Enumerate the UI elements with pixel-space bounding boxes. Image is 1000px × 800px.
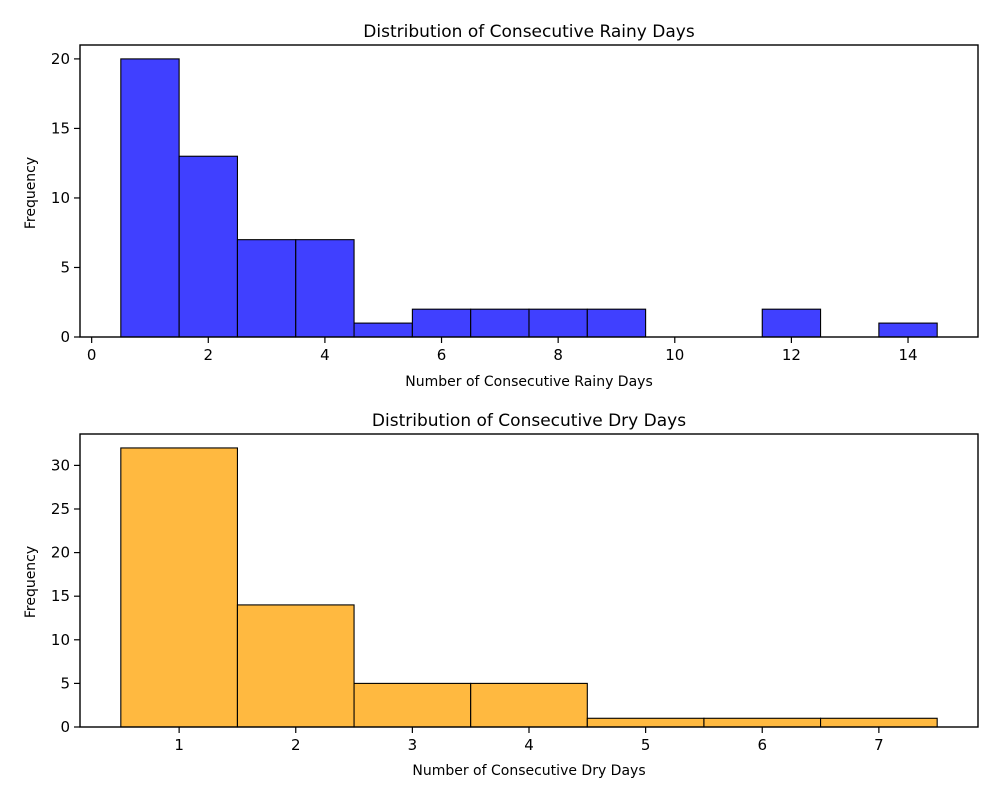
rainy-bar <box>411 308 472 338</box>
rainy-y-tick-label: 15 <box>51 119 70 137</box>
rainy-ticks: 0 2 4 6 8 10 12 14 0 5 10 15 20 <box>51 50 918 364</box>
rainy-bar <box>586 308 647 338</box>
rainy-x-tick-label: 4 <box>320 346 330 364</box>
rainy-bar <box>353 322 413 338</box>
dry-bar <box>353 682 472 728</box>
rainy-bar <box>178 155 238 338</box>
rainy-x-tick-label: 8 <box>553 346 563 364</box>
dry-x-tick-label: 4 <box>524 736 534 754</box>
dry-x-tick-label: 2 <box>291 736 301 754</box>
dry-bar <box>236 604 355 728</box>
rainy-chart-title: Distribution of Consecutive Rainy Days <box>363 22 695 42</box>
dry-x-tick-label: 6 <box>757 736 767 754</box>
dry-x-tick-label: 7 <box>874 736 884 754</box>
rainy-bar <box>528 308 588 338</box>
dry-y-tick-label: 10 <box>51 631 70 649</box>
dry-x-tick-label: 5 <box>641 736 651 754</box>
dry-plot-frame <box>79 433 979 728</box>
dry-bar <box>586 717 705 728</box>
rainy-bars <box>120 58 938 338</box>
rainy-x-tick-label: 10 <box>665 346 684 364</box>
dry-x-axis-label: Number of Consecutive Dry Days <box>412 763 645 779</box>
dry-ticks: 1 2 3 4 5 6 7 0 5 10 15 20 25 30 <box>51 456 884 754</box>
dry-y-tick-label: 20 <box>51 544 70 562</box>
dry-days-histogram: Distribution of Consecutive Dry Days Num… <box>23 411 979 779</box>
dry-y-tick-label: 5 <box>60 674 70 692</box>
rainy-bar <box>295 239 355 338</box>
dry-bar <box>470 682 588 728</box>
rainy-bar <box>120 58 180 338</box>
rainy-x-tick-label: 12 <box>782 346 801 364</box>
rainy-bar <box>878 322 938 338</box>
dry-chart-title: Distribution of Consecutive Dry Days <box>372 411 686 431</box>
dry-x-tick-label: 1 <box>174 736 184 754</box>
rainy-y-tick-label: 20 <box>51 50 70 68</box>
rainy-bar <box>236 239 297 338</box>
dry-y-tick-label: 25 <box>51 500 70 518</box>
dry-bar <box>820 717 938 728</box>
dry-bar <box>703 717 822 728</box>
rainy-bar <box>761 308 822 338</box>
rainy-y-tick-label: 5 <box>60 258 70 276</box>
rainy-x-tick-label: 6 <box>437 346 447 364</box>
dry-y-tick-label: 30 <box>51 456 70 474</box>
dry-bar <box>120 447 238 728</box>
rainy-days-histogram: Distribution of Consecutive Rainy Days N… <box>23 22 979 390</box>
rainy-x-tick-label: 14 <box>898 346 917 364</box>
rainy-plot-frame <box>79 44 979 338</box>
rainy-x-tick-label: 0 <box>87 346 97 364</box>
dry-x-tick-label: 3 <box>408 736 418 754</box>
dry-y-axis-label: Frequency <box>23 546 39 618</box>
rainy-y-tick-label: 10 <box>51 189 70 207</box>
dry-bars <box>120 447 938 728</box>
rainy-y-axis-label: Frequency <box>23 157 39 229</box>
dry-y-tick-label: 15 <box>51 587 70 605</box>
rainy-x-axis-label: Number of Consecutive Rainy Days <box>405 374 653 390</box>
rainy-bar <box>470 308 530 338</box>
rainy-x-tick-label: 2 <box>204 346 214 364</box>
rainy-y-tick-label: 0 <box>60 328 70 346</box>
dry-y-tick-label: 0 <box>60 718 70 736</box>
